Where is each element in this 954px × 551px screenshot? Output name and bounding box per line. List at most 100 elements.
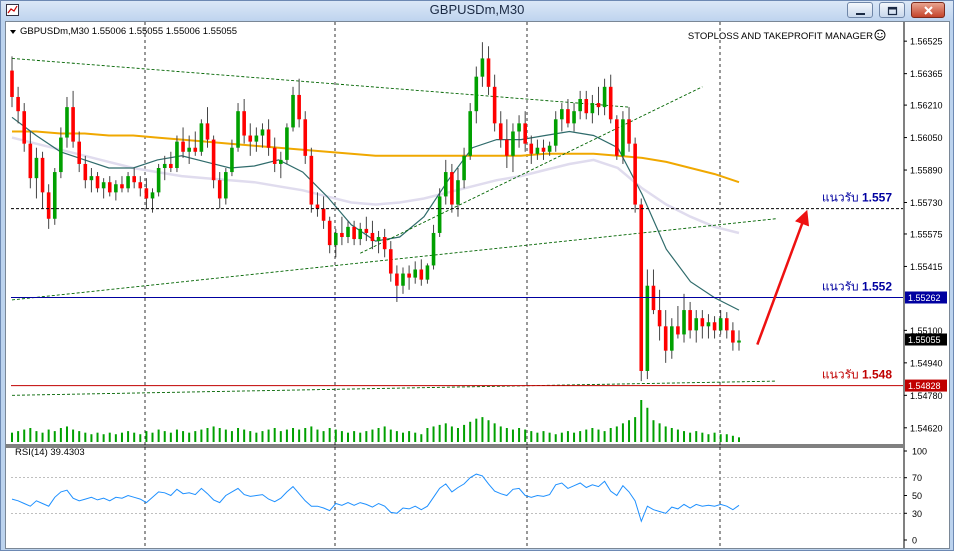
rsi-panel (11, 473, 903, 523)
candle (162, 155, 167, 181)
candle (682, 293, 686, 343)
candle (333, 228, 338, 258)
candle (578, 90, 582, 120)
candle-body (706, 322, 711, 327)
candle-body (65, 107, 69, 138)
candle (584, 90, 589, 120)
candle-body (303, 119, 308, 156)
candle (169, 151, 173, 173)
candle (132, 168, 136, 189)
candle-body (52, 172, 57, 219)
price-tag (905, 333, 947, 346)
candle-body (553, 119, 558, 146)
smiley-icon[interactable] (874, 29, 886, 41)
candle (156, 163, 161, 197)
support-label: แนวรับ 1.557 (822, 191, 892, 205)
maximize-icon (887, 6, 898, 16)
candle (71, 90, 75, 148)
candle (712, 316, 717, 339)
price-tag-label: 1.54828 (908, 381, 941, 391)
candle-body (199, 123, 204, 152)
candle (309, 147, 314, 213)
candle (101, 178, 106, 199)
candle (694, 310, 699, 343)
candle-body (657, 310, 662, 327)
candle-body (724, 318, 729, 331)
candle-body (395, 273, 399, 286)
candle-body (498, 123, 503, 140)
support-label-text: แนวรับ (822, 368, 862, 382)
candle (107, 176, 112, 197)
title-bar[interactable]: GBPUSDm,M30 (1, 1, 953, 20)
candle (303, 111, 308, 164)
support-label-text: แนวรับ (822, 279, 862, 293)
axis-tick-label: 1.54940 (910, 358, 943, 368)
candle-body (413, 269, 418, 278)
minimize-button[interactable] (847, 2, 873, 18)
candle (291, 86, 295, 132)
candle-body (126, 176, 130, 189)
candle-body (578, 99, 582, 112)
price-tag (905, 379, 947, 392)
candle (59, 127, 63, 179)
candle-body (474, 76, 479, 112)
chart-area[interactable]: แนวรับ 1.557 แนวรับ 1.552 แนวรับ 1.548 1.5… (5, 21, 950, 549)
support-label-value: 1.552 (862, 279, 892, 293)
candle (40, 151, 45, 209)
rsi-axis-tick-label: 50 (912, 491, 922, 501)
candle-body (144, 188, 149, 199)
candle-body (181, 141, 185, 152)
candle (89, 168, 94, 193)
candle (279, 151, 283, 179)
candle (181, 127, 185, 158)
chart-app-icon (6, 4, 19, 16)
candle (205, 107, 210, 148)
axis-tick-label: 1.56050 (910, 133, 943, 143)
candle-body (22, 111, 27, 144)
symbol-dropdown-icon[interactable] (10, 30, 16, 34)
maximize-button[interactable] (879, 2, 905, 18)
moving-average-line (11, 116, 740, 311)
candle-body (560, 109, 564, 120)
candle-body (364, 228, 369, 233)
candle-body (566, 109, 570, 124)
candle-body (114, 184, 118, 193)
candle-body (285, 127, 289, 160)
candle-body (71, 107, 75, 142)
manager-label[interactable]: STOPLOSS AND TAKEPROFIT MANAGER (688, 31, 873, 42)
candle (456, 168, 460, 217)
candle (254, 127, 259, 152)
candle-body (107, 182, 112, 193)
candle (700, 310, 705, 339)
rsi-axis-tick-label: 100 (912, 447, 927, 457)
candle (413, 261, 418, 284)
candle-body (437, 196, 442, 233)
candle (327, 216, 332, 254)
candle-body (156, 168, 161, 193)
candle-body (663, 326, 668, 351)
candle (77, 131, 82, 173)
candle-body (718, 318, 723, 331)
axis-tick-label: 1.56210 (910, 101, 943, 111)
candle-body (16, 96, 20, 112)
candle (407, 265, 411, 290)
candle (688, 301, 692, 339)
candle (352, 220, 356, 246)
close-button[interactable] (911, 2, 945, 18)
candle (242, 99, 246, 144)
candle (52, 168, 57, 225)
candle-body (358, 228, 363, 240)
candle (511, 123, 515, 173)
candle-body (340, 232, 344, 238)
candle-body (443, 172, 448, 197)
candle-body (731, 330, 735, 343)
candle-body (486, 58, 491, 87)
candle (602, 78, 607, 116)
candle-body (291, 94, 295, 128)
candle (566, 99, 570, 128)
candle-body (523, 123, 527, 144)
candle (547, 141, 552, 156)
candle (224, 168, 228, 205)
